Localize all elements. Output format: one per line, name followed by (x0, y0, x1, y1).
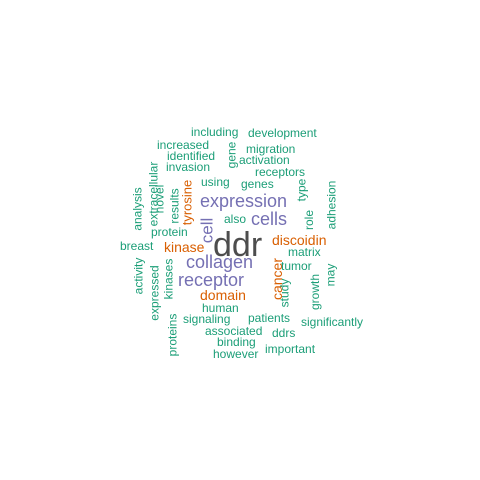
word-binding: binding (217, 335, 256, 349)
word-discoidin: discoidin (272, 232, 327, 248)
word-genes: genes (241, 177, 274, 191)
word-may: may (323, 263, 338, 287)
word-also: also (224, 212, 247, 226)
word-development: development (248, 126, 317, 140)
word-increased: increased (157, 138, 210, 152)
word-kinase: kinase (164, 239, 205, 255)
word-gene: gene (224, 141, 239, 169)
word-matrix: matrix (288, 245, 321, 259)
word-using: using (201, 175, 230, 189)
word-identified: identified (167, 149, 216, 163)
word-analysis: analysis (130, 187, 145, 231)
word-collagen: collagen (186, 252, 254, 272)
word-receptors: receptors (255, 165, 306, 179)
word-significantly: significantly (301, 315, 364, 329)
word-associated: associated (205, 324, 263, 338)
word-kinases: kinases (161, 258, 176, 300)
word-novel: novel (152, 184, 167, 214)
word-migration: migration (246, 142, 296, 156)
word-patients: patients (248, 311, 291, 325)
word-activity: activity (131, 257, 146, 295)
word-tumor: tumor (281, 259, 312, 273)
word-adhesion: adhesion (324, 180, 339, 230)
word-type: type (294, 178, 309, 202)
word-signaling: signaling (183, 312, 231, 326)
word-breast: breast (120, 239, 154, 253)
word-study: study (277, 278, 292, 308)
word-domain: domain (200, 287, 246, 303)
word-expression: expression (200, 191, 288, 211)
word-expressed: expressed (147, 265, 162, 321)
word-human: human (202, 301, 239, 315)
word-activation: activation (239, 153, 290, 167)
word-including: including (191, 125, 239, 139)
word-invasion: invasion (166, 160, 211, 174)
word-important: important (265, 342, 316, 356)
word-role: role (302, 209, 317, 231)
word-proteins: proteins (165, 313, 180, 357)
word-ddr: ddr (213, 226, 263, 264)
word-receptor: receptor (178, 270, 245, 290)
word-however: however (213, 347, 259, 361)
word-cells: cells (251, 209, 288, 229)
word-results: results (167, 188, 182, 224)
word-growth: growth (308, 273, 323, 311)
word-ddrs: ddrs (272, 326, 296, 340)
word-protein: protein (151, 225, 188, 239)
word-tyrosine: tyrosine (179, 179, 195, 226)
